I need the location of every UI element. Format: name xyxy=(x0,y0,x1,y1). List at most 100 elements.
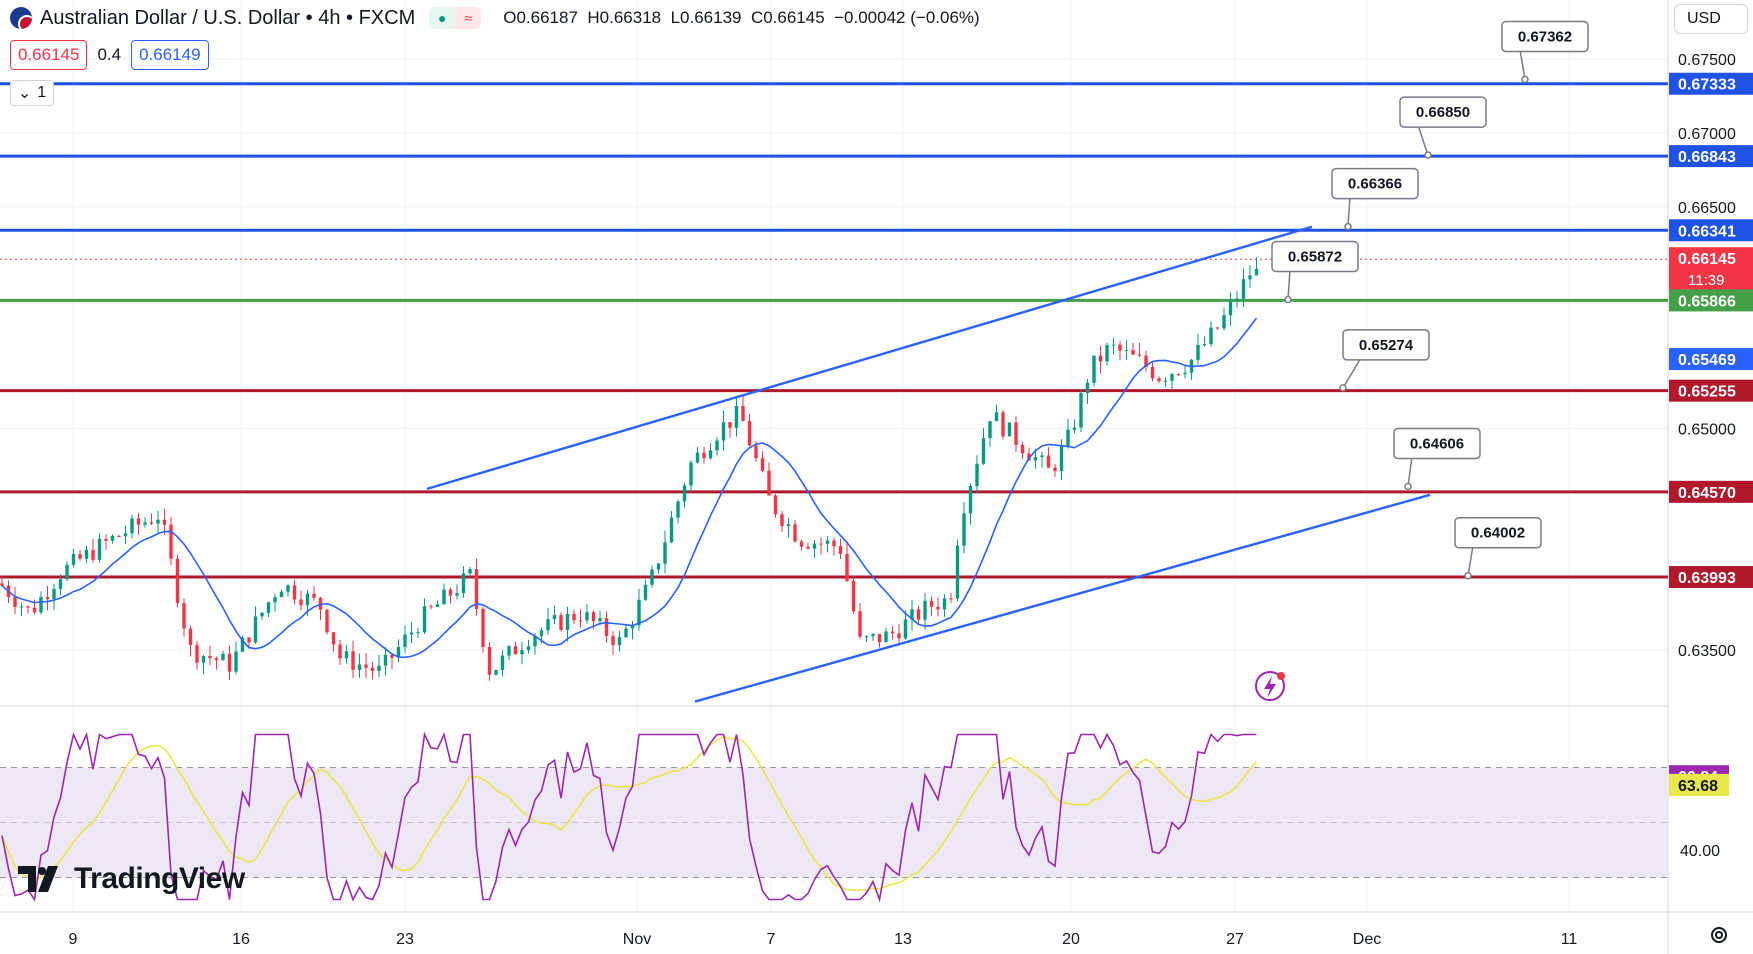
price-callout[interactable]: 0.65274 xyxy=(1339,329,1430,392)
callout-box xyxy=(1501,20,1589,53)
candle xyxy=(214,656,219,670)
sell-button[interactable]: 0.66145 xyxy=(10,40,88,70)
time-tick-label[interactable]: 23 xyxy=(396,931,414,948)
time-tick-label[interactable]: Dec xyxy=(1353,931,1381,948)
candle xyxy=(1033,448,1038,469)
chart-header: Australian Dollar / U.S. Dollar • 4h • F… xyxy=(10,4,980,32)
candle xyxy=(227,645,232,680)
candle-body xyxy=(760,458,765,471)
candle-body xyxy=(1131,350,1135,355)
time-tick-label[interactable]: Nov xyxy=(623,931,651,948)
candle-body xyxy=(1222,315,1226,329)
axis-price-label[interactable]: 0.67333 xyxy=(1669,72,1753,95)
price-callout[interactable]: 0.65872 xyxy=(1271,240,1359,304)
price-callouts[interactable]: 0.67362 0.66850 0.66366 0.65872 0.65274 0.646… xyxy=(1271,20,1589,580)
axis-price-label[interactable]: 0.63993 xyxy=(1669,566,1753,589)
candle xyxy=(884,627,888,643)
axis-price-label[interactable]: 0.66145 11:39 xyxy=(1669,247,1753,292)
candle-body xyxy=(851,580,856,612)
candle xyxy=(338,640,342,665)
rsi-pane[interactable] xyxy=(0,731,1668,903)
candle-body xyxy=(708,450,713,459)
rsi-tick-label[interactable]: 40.00 xyxy=(1680,843,1720,860)
candle-body xyxy=(663,542,667,564)
axis-price-label[interactable]: 0.64570 xyxy=(1669,480,1753,503)
candle-body xyxy=(793,524,797,542)
axis-price-label[interactable]: 0.65255 xyxy=(1669,379,1753,402)
channel-upper-line[interactable] xyxy=(426,225,1313,491)
price-callout[interactable]: 0.66366 xyxy=(1331,167,1419,231)
candle xyxy=(611,631,615,655)
price-callout[interactable]: 0.64002 xyxy=(1454,516,1542,580)
candle xyxy=(474,558,479,616)
candle-body xyxy=(812,543,817,549)
candle-body xyxy=(383,654,388,666)
candle-body xyxy=(214,658,219,661)
axis-label-bg xyxy=(1669,72,1753,95)
indicators-toggle[interactable]: ⌄ 1 xyxy=(10,80,54,106)
candle-body xyxy=(1066,429,1070,447)
candle-body xyxy=(1098,355,1103,362)
candle xyxy=(409,622,414,644)
price-callout[interactable]: 0.64606 xyxy=(1393,427,1481,491)
candle-body xyxy=(143,522,147,525)
wave-icon[interactable]: ≈ xyxy=(455,7,482,29)
trend-channel[interactable] xyxy=(426,225,1431,703)
price-tick-label[interactable]: 0.67000 xyxy=(1678,126,1736,143)
axis-price-label[interactable]: 0.66843 xyxy=(1669,145,1753,168)
axis-price-label[interactable]: 0.66341 xyxy=(1669,219,1753,242)
callout-pointer xyxy=(1287,269,1291,300)
candle-body xyxy=(643,584,648,600)
rsi-value-label[interactable]: 63.68 xyxy=(1669,773,1729,796)
time-tick-label[interactable]: 7 xyxy=(767,931,776,948)
time-tick-label[interactable]: 13 xyxy=(894,931,912,948)
buy-button[interactable]: 0.66149 xyxy=(131,40,209,70)
price-tick-label[interactable]: 0.63500 xyxy=(1678,643,1736,660)
candle-body xyxy=(299,599,303,606)
time-tick-label[interactable]: 20 xyxy=(1062,931,1080,948)
time-tick-label[interactable]: 11 xyxy=(1561,931,1578,948)
candle-body xyxy=(500,655,505,670)
time-axis[interactable]: 9 16 23 Nov 7 13 20 27 Dec 11 xyxy=(69,931,1578,948)
candle-body xyxy=(97,538,102,560)
axis-price-label[interactable]: 0.65866 xyxy=(1669,289,1753,312)
settings-gear-icon[interactable] xyxy=(1705,921,1733,949)
time-tick-label[interactable]: 9 xyxy=(69,931,78,948)
green-dot-icon[interactable]: ● xyxy=(429,7,456,29)
candle-body xyxy=(468,569,472,574)
candle xyxy=(747,413,752,447)
candle-body xyxy=(702,452,706,459)
price-axis[interactable]: 0.67500 0.67000 0.66500 0.65000 0.63500 0.673… xyxy=(1669,52,1753,860)
candle-body xyxy=(156,519,160,524)
candle-body xyxy=(442,589,446,605)
callout-label: 0.67362 xyxy=(1518,28,1572,45)
price-callout[interactable]: 0.66850 xyxy=(1399,96,1487,159)
axis-price-label[interactable]: 0.65469 xyxy=(1669,348,1753,371)
lightning-icon[interactable] xyxy=(1255,671,1285,701)
candle xyxy=(1118,341,1122,361)
status-pill[interactable]: ● ≈ xyxy=(429,7,482,29)
price-tick-label[interactable]: 0.65000 xyxy=(1678,421,1736,438)
candle xyxy=(890,626,895,640)
candle xyxy=(734,395,739,437)
horizontal-levels[interactable] xyxy=(0,82,1668,579)
price-tick-label[interactable]: 0.67500 xyxy=(1678,52,1736,69)
time-tick-label[interactable]: 27 xyxy=(1226,931,1244,948)
rsi-label-bg xyxy=(1669,773,1729,796)
candle-body xyxy=(897,633,901,639)
time-tick-label[interactable]: 16 xyxy=(232,931,250,948)
candle xyxy=(1150,362,1155,382)
candle-body xyxy=(279,591,284,598)
channel-lower-line[interactable] xyxy=(694,493,1431,703)
price-tick-label[interactable]: 0.66500 xyxy=(1678,200,1736,217)
price-callout[interactable]: 0.67362 xyxy=(1501,20,1589,84)
candle-body xyxy=(357,664,362,670)
currency-selector[interactable]: USD xyxy=(1674,4,1748,34)
candle xyxy=(58,574,63,596)
candle xyxy=(702,446,706,464)
candle xyxy=(1202,336,1207,347)
candle xyxy=(221,650,225,661)
symbol-title[interactable]: Australian Dollar / U.S. Dollar • 4h • F… xyxy=(40,6,416,29)
candle xyxy=(1111,337,1116,355)
